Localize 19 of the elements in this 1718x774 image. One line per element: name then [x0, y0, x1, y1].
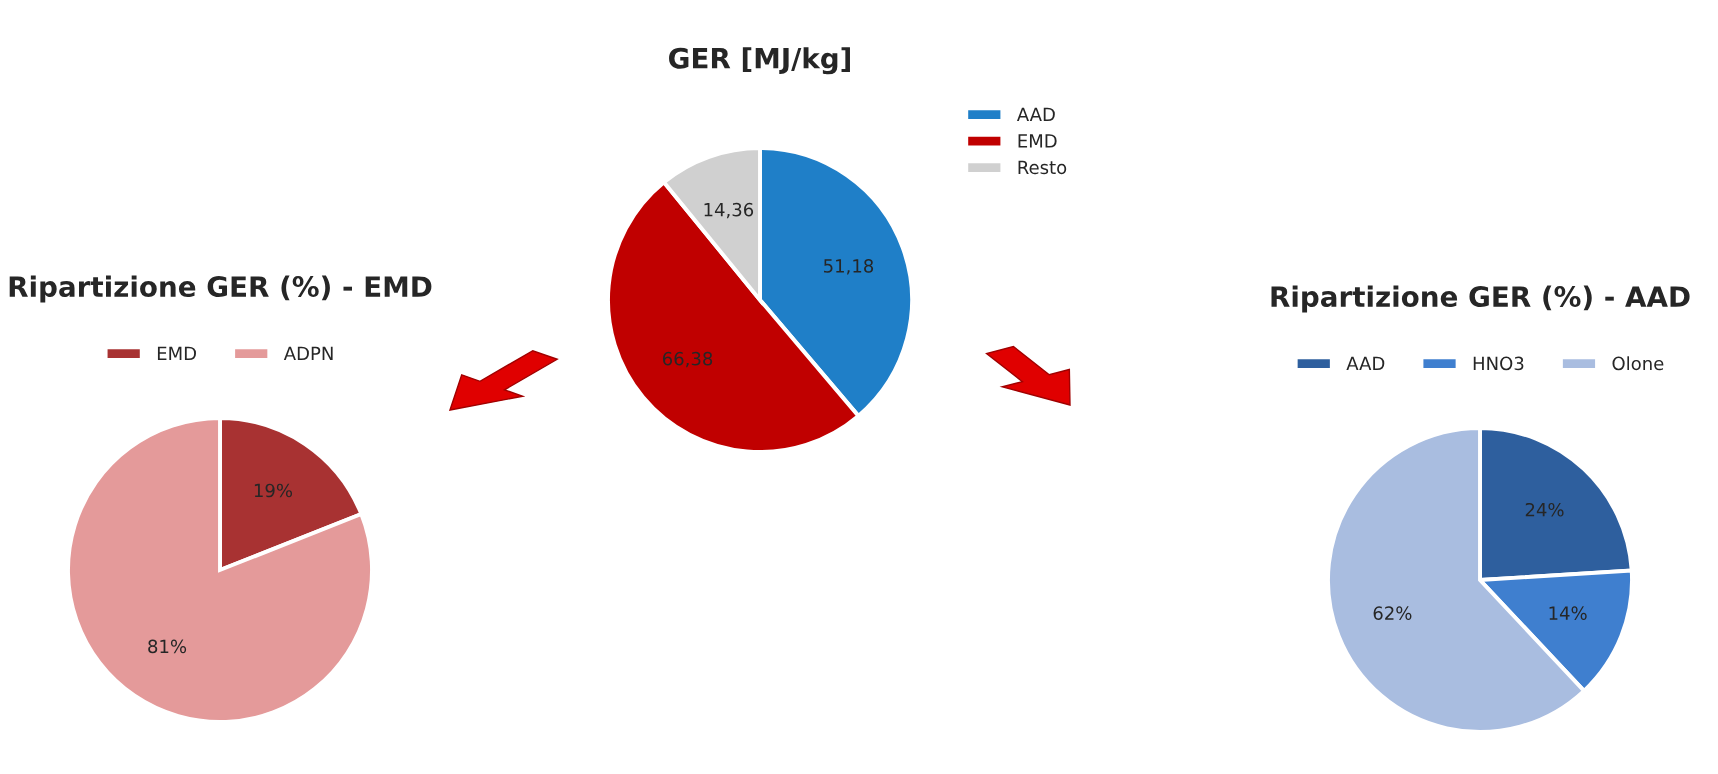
data-label: 51,18 [824, 259, 874, 275]
data-label: 14,36 [704, 202, 754, 219]
legend-label: ADPN [283, 346, 333, 360]
data-label: 62% [1373, 606, 1412, 620]
data-label: 66,38 [662, 351, 713, 368]
legend-label: HNO3 [1473, 356, 1524, 371]
chart-title: Ripartizione GER (%) - EMD [9, 275, 432, 303]
legend-label: Olone [1612, 356, 1664, 371]
data-label: 19% [254, 483, 293, 498]
data-label: 81% [148, 639, 187, 654]
legend-label: AAD [1016, 107, 1055, 121]
data-label: 14% [1549, 606, 1587, 620]
data-label: 24% [1525, 502, 1564, 517]
legend-label: Resto [1018, 160, 1067, 175]
chart-title: GER [MJ/kg] [669, 47, 850, 75]
legend-label: EMD [1018, 134, 1057, 148]
chart-title: Ripartizione GER (%) - AAD [1271, 285, 1690, 313]
legend-label: AAD [1346, 356, 1385, 370]
legend-label: EMD [157, 346, 196, 360]
